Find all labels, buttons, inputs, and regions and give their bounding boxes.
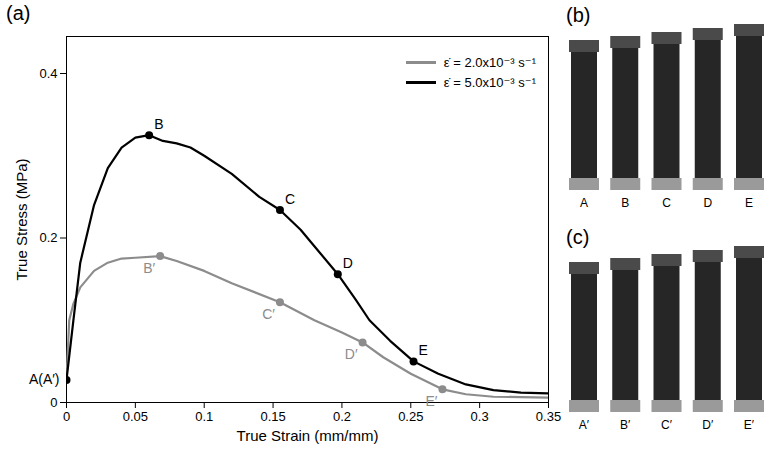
html-text:ε̇ = 2.0x10⁻³ s⁻¹: ε̇ = 2.0x10⁻³ s⁻¹ (443, 54, 536, 70)
svg-text:E: E (419, 342, 428, 358)
svg-text:True Stress (MPa): True Stress (MPa) (13, 159, 30, 281)
svg-text:0.05: 0.05 (123, 409, 148, 424)
svg-text:(b): (b) (566, 4, 590, 26)
html-text:(a): (a) (6, 2, 31, 24)
svg-text:0: 0 (50, 395, 57, 410)
svg-text:D: D (343, 255, 353, 271)
svg-text:0.35: 0.35 (536, 409, 561, 424)
svg-text:True Strain (mm/mm): True Strain (mm/mm) (237, 427, 379, 444)
svg-text:0.4: 0.4 (39, 66, 57, 81)
svg-text:C′: C′ (262, 306, 275, 322)
svg-text:0.2: 0.2 (333, 409, 351, 424)
svg-text:0.1: 0.1 (195, 409, 213, 424)
svg-text:C: C (662, 196, 671, 210)
svg-text:B′: B′ (620, 418, 631, 432)
svg-text:D′: D′ (702, 418, 714, 432)
svg-text:0.25: 0.25 (398, 409, 423, 424)
svg-text:C′: C′ (661, 418, 673, 432)
svg-text:0: 0 (63, 409, 70, 424)
html-text:ε̇ = 5.0x10⁻³ s⁻¹: ε̇ = 5.0x10⁻³ s⁻¹ (443, 74, 536, 90)
svg-text:D: D (703, 196, 712, 210)
svg-text:C: C (285, 191, 295, 207)
svg-text:0.2: 0.2 (39, 230, 57, 245)
svg-text:0.15: 0.15 (260, 409, 285, 424)
svg-text:B: B (154, 116, 163, 132)
svg-text:B′: B′ (143, 260, 155, 276)
svg-text:A′: A′ (579, 418, 590, 432)
svg-text:A(A′): A(A′) (29, 371, 60, 387)
svg-text:A: A (580, 196, 588, 210)
svg-text:E: E (745, 196, 753, 210)
svg-text:0.3: 0.3 (471, 409, 489, 424)
svg-text:E′: E′ (425, 393, 437, 409)
svg-text:D′: D′ (345, 346, 358, 362)
svg-text:E′: E′ (744, 418, 755, 432)
svg-text:(c): (c) (566, 226, 589, 248)
svg-text:B: B (621, 196, 629, 210)
